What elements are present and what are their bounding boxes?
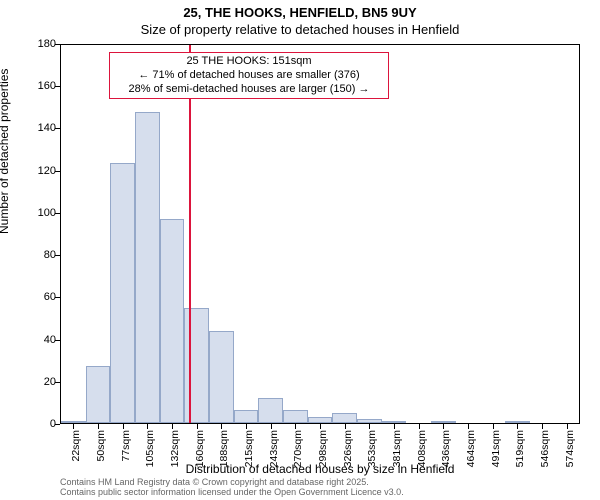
x-tick <box>493 424 494 429</box>
x-tick <box>468 424 469 429</box>
x-tick-label: 77sqm <box>120 430 132 462</box>
y-tick-label: 180 <box>38 38 56 50</box>
x-tick-label: 188sqm <box>218 430 230 467</box>
y-axis-label: Number of detached properties <box>0 69 11 234</box>
x-tick <box>345 424 346 429</box>
histogram-bar <box>505 421 530 423</box>
reference-line <box>189 45 191 423</box>
x-tick <box>567 424 568 429</box>
plot-area: 25 THE HOOKS: 151sqm← 71% of detached ho… <box>60 44 580 424</box>
x-tick <box>197 424 198 429</box>
x-tick <box>271 424 272 429</box>
x-tick <box>419 424 420 429</box>
x-tick-label: 132sqm <box>169 430 181 467</box>
histogram-bar <box>258 398 283 423</box>
histogram-bar <box>382 421 407 423</box>
x-tick-label: 50sqm <box>95 430 107 462</box>
x-tick-label: 546sqm <box>539 430 551 467</box>
y-tick <box>55 213 60 214</box>
x-tick-label: 353sqm <box>366 430 378 467</box>
x-tick-label: 270sqm <box>292 430 304 467</box>
histogram-bar <box>135 112 160 423</box>
x-tick <box>542 424 543 429</box>
x-tick <box>73 424 74 429</box>
x-tick-label: 436sqm <box>440 430 452 467</box>
x-tick-label: 160sqm <box>194 430 206 467</box>
x-tick <box>295 424 296 429</box>
y-tick <box>55 255 60 256</box>
y-tick <box>55 128 60 129</box>
histogram-bar <box>110 163 135 423</box>
x-tick <box>221 424 222 429</box>
y-tick-label: 100 <box>38 207 56 219</box>
x-tick <box>517 424 518 429</box>
histogram-bar <box>160 219 185 423</box>
histogram-bar <box>184 308 209 424</box>
y-tick <box>55 86 60 87</box>
histogram-bar <box>357 419 382 423</box>
chart-subtitle: Size of property relative to detached ho… <box>0 22 600 37</box>
x-tick-label: 243sqm <box>268 430 280 467</box>
x-tick-label: 519sqm <box>514 430 526 467</box>
histogram-bar <box>209 331 234 423</box>
annotation-line-1: 25 THE HOOKS: 151sqm <box>114 55 384 69</box>
y-tick <box>55 424 60 425</box>
chart-title: 25, THE HOOKS, HENFIELD, BN5 9UY <box>0 5 600 20</box>
y-tick <box>55 382 60 383</box>
x-tick <box>123 424 124 429</box>
histogram-bar <box>431 421 456 423</box>
x-tick <box>320 424 321 429</box>
y-tick-label: 140 <box>38 122 56 134</box>
footnote-line-2: Contains public sector information licen… <box>60 488 404 498</box>
x-tick-label: 381sqm <box>391 430 403 467</box>
x-tick-label: 215sqm <box>243 430 255 467</box>
y-tick <box>55 171 60 172</box>
y-tick <box>55 297 60 298</box>
x-tick-label: 105sqm <box>144 430 156 467</box>
x-tick-label: 22sqm <box>70 430 82 462</box>
x-tick-label: 326sqm <box>342 430 354 467</box>
x-tick <box>443 424 444 429</box>
histogram-bar <box>61 421 86 423</box>
annotation-line-3: 28% of semi-detached houses are larger (… <box>114 83 384 97</box>
x-tick-label: 408sqm <box>416 430 428 467</box>
x-tick <box>147 424 148 429</box>
y-tick <box>55 44 60 45</box>
annotation-line-2: ← 71% of detached houses are smaller (37… <box>114 69 384 83</box>
x-tick <box>172 424 173 429</box>
x-tick <box>394 424 395 429</box>
x-tick-label: 464sqm <box>465 430 477 467</box>
x-tick-label: 298sqm <box>317 430 329 467</box>
histogram-bar <box>308 417 333 423</box>
x-tick <box>98 424 99 429</box>
y-tick <box>55 340 60 341</box>
annotation-box: 25 THE HOOKS: 151sqm← 71% of detached ho… <box>109 52 389 99</box>
histogram-bar <box>283 410 308 423</box>
x-tick-label: 574sqm <box>564 430 576 467</box>
footnote: Contains HM Land Registry data © Crown c… <box>60 478 404 498</box>
histogram-bar <box>86 366 111 423</box>
x-tick <box>369 424 370 429</box>
x-tick <box>246 424 247 429</box>
chart-container: 25, THE HOOKS, HENFIELD, BN5 9UY Size of… <box>0 0 600 500</box>
histogram-bar <box>332 413 357 424</box>
histogram-bar <box>234 410 259 423</box>
y-tick-label: 120 <box>38 165 56 177</box>
y-tick-label: 160 <box>38 80 56 92</box>
x-tick-label: 491sqm <box>490 430 502 467</box>
